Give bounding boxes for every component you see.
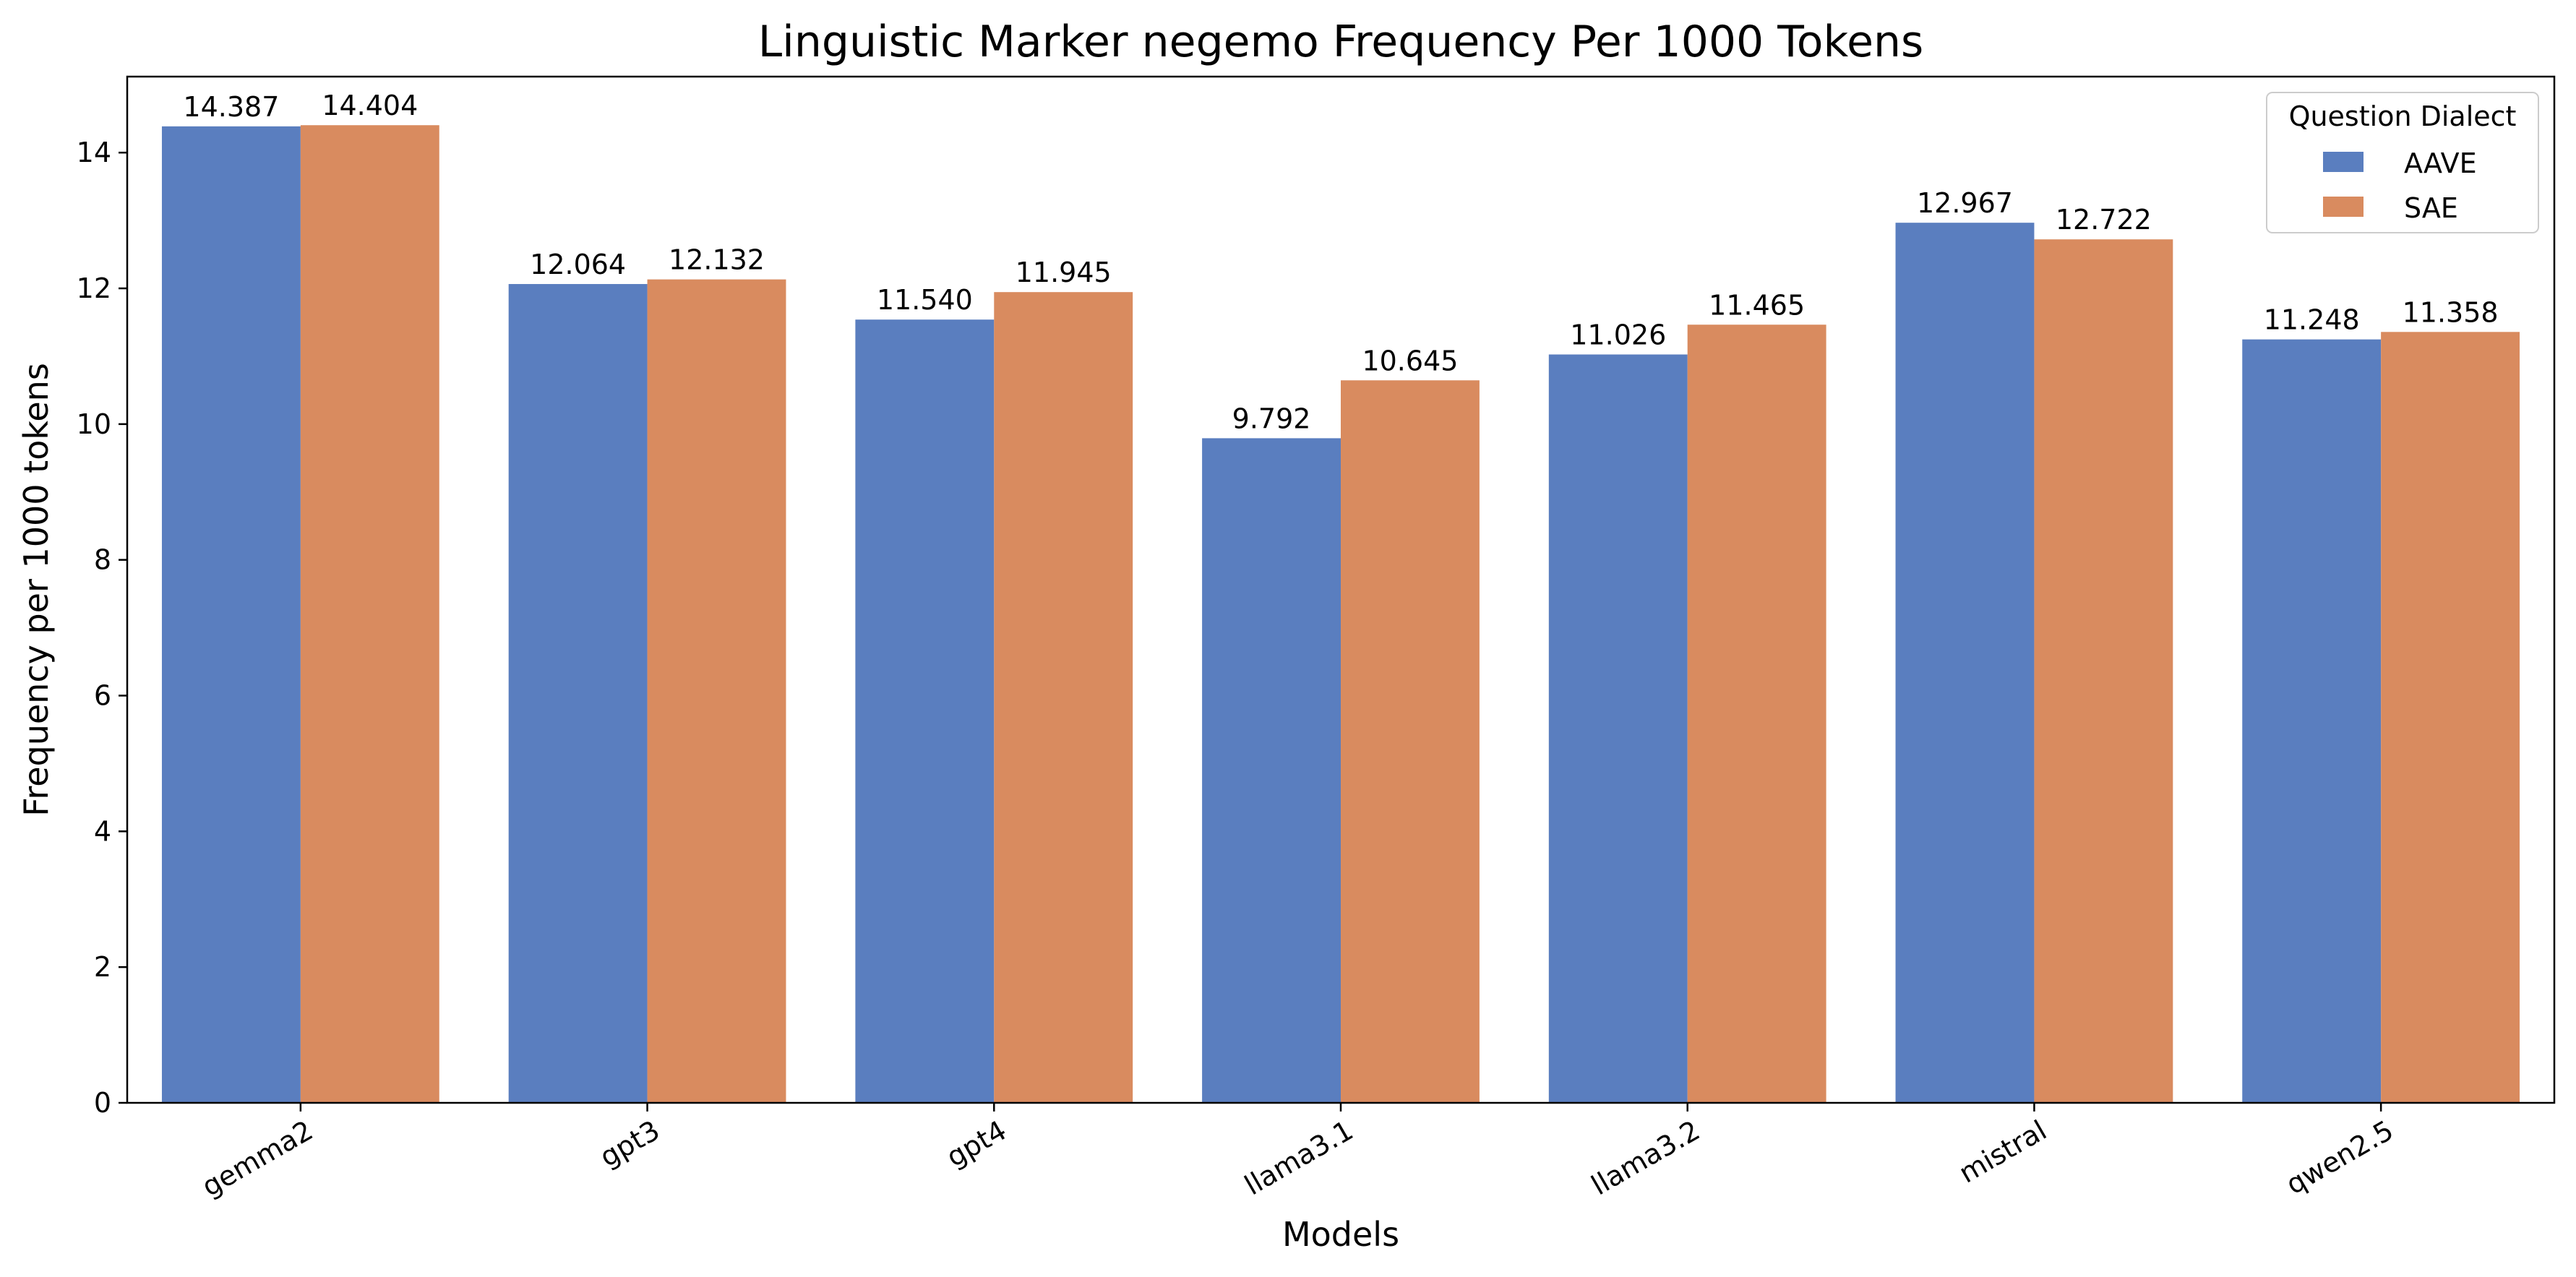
bar-value-label-sae-gemma2: 14.404 bbox=[322, 90, 418, 121]
bar-aave-llama3-1 bbox=[1202, 438, 1341, 1103]
bar-value-label-aave-gpt3: 12.064 bbox=[530, 249, 626, 280]
legend-label-sae: SAE bbox=[2404, 192, 2458, 224]
y-tick-label: 0 bbox=[94, 1087, 111, 1119]
bar-value-label-aave-llama3-2: 11.026 bbox=[1570, 319, 1666, 351]
y-axis-label: Frequency per 1000 tokens bbox=[17, 363, 56, 817]
legend-swatch-sae bbox=[2323, 197, 2364, 217]
bar-value-label-sae-qwen2-5: 11.358 bbox=[2403, 296, 2499, 328]
bar-value-label-aave-gemma2: 14.387 bbox=[183, 91, 279, 123]
bar-value-label-sae-mistral: 12.722 bbox=[2056, 204, 2152, 236]
bar-sae-llama3-2 bbox=[1687, 324, 1826, 1103]
legend-title: Question Dialect bbox=[2289, 100, 2517, 132]
bar-sae-gpt3 bbox=[647, 279, 786, 1103]
bar-value-label-sae-gpt3: 12.132 bbox=[669, 244, 765, 276]
bar-value-label-aave-qwen2-5: 11.248 bbox=[2264, 304, 2360, 336]
legend: Question Dialect AAVE SAE bbox=[2266, 92, 2539, 233]
legend-swatch-aave bbox=[2323, 152, 2364, 172]
bar-value-label-sae-llama3-2: 11.465 bbox=[1709, 289, 1805, 321]
y-tick-label: 10 bbox=[77, 408, 111, 440]
bar-sae-gpt4 bbox=[994, 292, 1133, 1104]
bar-value-label-sae-gpt4: 11.945 bbox=[1016, 257, 1112, 288]
bar-aave-gemma2 bbox=[161, 126, 301, 1104]
bar-value-label-sae-llama3-1: 10.645 bbox=[1362, 345, 1458, 377]
bar-value-label-aave-gpt4: 11.540 bbox=[877, 284, 973, 316]
x-axis-label: Models bbox=[1282, 1215, 1399, 1254]
bar-sae-gemma2 bbox=[300, 125, 439, 1104]
y-tick-label: 4 bbox=[94, 815, 111, 847]
y-tick-label: 6 bbox=[94, 680, 111, 712]
bar-sae-llama3-1 bbox=[1341, 380, 1480, 1103]
y-tick-label: 8 bbox=[94, 544, 111, 576]
bar-aave-gpt4 bbox=[855, 319, 995, 1104]
chart-title: Linguistic Marker negemo Frequency Per 1… bbox=[758, 17, 1924, 67]
bar-sae-qwen2-5 bbox=[2381, 332, 2520, 1103]
bar-value-label-aave-mistral: 12.967 bbox=[1917, 187, 2013, 219]
bar-aave-llama3-2 bbox=[1548, 354, 1688, 1103]
bar-aave-mistral bbox=[1895, 223, 2035, 1104]
bar-value-label-aave-llama3-1: 9.792 bbox=[1232, 403, 1311, 434]
bar-sae-mistral bbox=[2034, 239, 2173, 1104]
y-tick-label: 2 bbox=[94, 951, 111, 983]
y-tick-label: 12 bbox=[77, 272, 111, 304]
y-tick-label: 14 bbox=[77, 137, 111, 168]
legend-label-aave: AAVE bbox=[2404, 147, 2477, 179]
bar-aave-gpt3 bbox=[508, 284, 648, 1103]
y-axis: 0 2 4 6 8 10 12 14 bbox=[77, 137, 127, 1119]
bars-layer bbox=[161, 125, 2520, 1104]
bar-labels-layer: 14.387 14.404 12.064 12.132 11.540 11.945 9.79… bbox=[183, 90, 2498, 434]
bar-aave-qwen2-5 bbox=[2242, 339, 2382, 1103]
